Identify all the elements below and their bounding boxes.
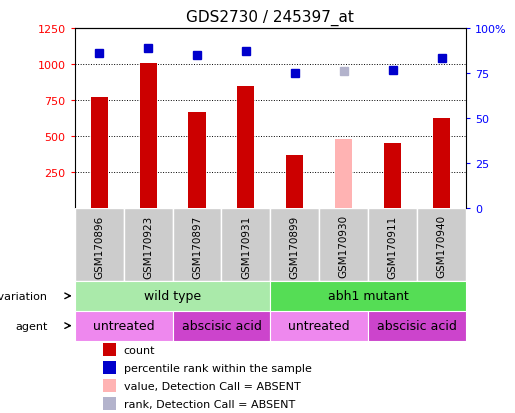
Bar — [221, 209, 270, 281]
Bar — [173, 209, 221, 281]
Bar — [103, 380, 116, 392]
Bar — [270, 209, 319, 281]
Bar — [140, 64, 157, 209]
Bar — [270, 281, 466, 311]
Text: count: count — [124, 345, 155, 355]
Bar — [384, 143, 401, 209]
Bar — [335, 140, 352, 209]
Text: value, Detection Call = ABSENT: value, Detection Call = ABSENT — [124, 381, 300, 391]
Bar — [433, 118, 450, 209]
Text: GSM170930: GSM170930 — [339, 215, 349, 278]
Bar — [237, 87, 254, 209]
Text: abscisic acid: abscisic acid — [377, 319, 457, 332]
Text: untreated: untreated — [288, 319, 350, 332]
Text: agent: agent — [15, 321, 48, 331]
Text: GSM170931: GSM170931 — [241, 215, 251, 278]
Text: GSM170899: GSM170899 — [290, 215, 300, 278]
Title: GDS2730 / 245397_at: GDS2730 / 245397_at — [186, 10, 354, 26]
Text: genotype/variation: genotype/variation — [0, 291, 48, 301]
Bar — [124, 209, 173, 281]
Bar — [173, 311, 270, 341]
Bar — [75, 209, 124, 281]
Text: GSM170923: GSM170923 — [143, 215, 153, 278]
Text: untreated: untreated — [93, 319, 154, 332]
Bar — [368, 209, 417, 281]
Bar — [103, 397, 116, 411]
Text: GSM170896: GSM170896 — [94, 215, 104, 278]
Bar — [319, 209, 368, 281]
Bar — [286, 156, 303, 209]
Bar — [75, 281, 270, 311]
Text: rank, Detection Call = ABSENT: rank, Detection Call = ABSENT — [124, 399, 295, 409]
Text: percentile rank within the sample: percentile rank within the sample — [124, 363, 312, 373]
Bar — [188, 112, 205, 209]
Bar — [75, 311, 173, 341]
Text: GSM170940: GSM170940 — [437, 215, 447, 278]
Text: GSM170911: GSM170911 — [388, 215, 398, 278]
Bar — [103, 343, 116, 356]
Bar — [103, 361, 116, 374]
Bar — [91, 97, 108, 209]
Bar — [417, 209, 466, 281]
Text: abh1 mutant: abh1 mutant — [328, 290, 408, 303]
Bar — [270, 311, 368, 341]
Bar — [368, 311, 466, 341]
Text: wild type: wild type — [144, 290, 201, 303]
Text: GSM170897: GSM170897 — [192, 215, 202, 278]
Text: abscisic acid: abscisic acid — [181, 319, 262, 332]
